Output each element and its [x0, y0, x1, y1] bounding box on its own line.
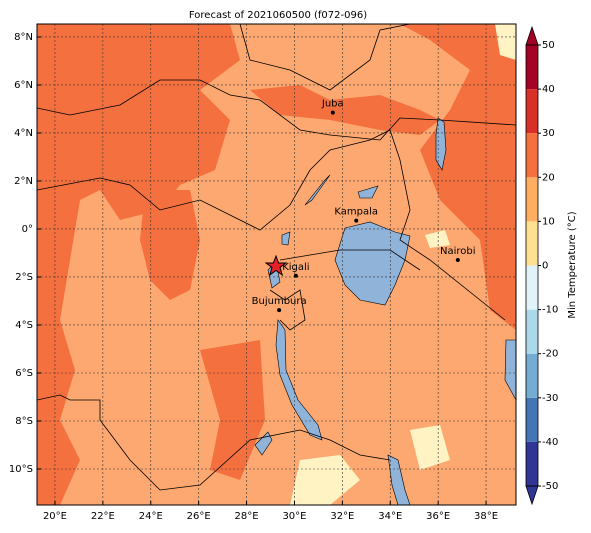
x-tick-label: 36°E	[426, 511, 450, 522]
lake-edward	[281, 231, 291, 246]
y-tick-label: 0°	[22, 224, 33, 235]
colorbar-segment	[526, 441, 538, 486]
city-dot	[330, 110, 335, 115]
warm-region	[140, 190, 200, 300]
x-tick-label: 20°E	[43, 511, 67, 522]
colorbar-segment	[526, 133, 538, 178]
border	[269, 289, 306, 331]
colorbar-tick-label: -10	[542, 305, 558, 316]
city-label: Kampala	[334, 207, 378, 218]
y-tick-label: 10°S	[9, 464, 33, 475]
y-tick-label: 8°S	[15, 416, 33, 427]
x-tick-label: 22°E	[91, 511, 115, 522]
colorbar-label: Min Temperature (°C)	[567, 211, 578, 318]
city-label: Bujumbura	[252, 296, 307, 307]
colorbar-tick-label: 20	[542, 172, 555, 183]
colorbar-segment	[526, 265, 538, 310]
colorbar-extend-top	[525, 25, 539, 46]
colorbar-segment	[526, 397, 538, 442]
city-dot	[455, 257, 460, 262]
city-label: Kigali	[282, 262, 309, 273]
x-tick-label: 34°E	[378, 511, 402, 522]
city-dot	[293, 273, 298, 278]
colorbar-extend-bottom	[525, 485, 539, 506]
colorbar-tick-label: 0	[542, 261, 548, 272]
warm-region	[250, 85, 440, 135]
border	[239, 24, 411, 91]
y-tick-label: 6°N	[14, 80, 33, 91]
map-area	[37, 24, 516, 505]
warm-region	[200, 340, 265, 480]
colorbar-tick-label: 50	[542, 40, 555, 51]
lake-tanganyika	[275, 319, 323, 441]
y-tick-label: 4°N	[14, 128, 33, 139]
colorbar-segment	[526, 221, 538, 266]
lake-mweru	[254, 431, 273, 456]
border	[37, 129, 506, 321]
map-title: Forecast of 2021060500 (f072-096)	[189, 10, 367, 21]
lake-victoria	[334, 221, 411, 306]
colorbar: 50 40 30 20 10 0 -10 -20 -30 -40 -50	[525, 25, 558, 506]
x-tick-label: 28°E	[235, 511, 259, 522]
colorbar-segment	[526, 309, 538, 354]
border	[279, 249, 421, 271]
lake-albert	[304, 174, 331, 206]
map-frame	[36, 23, 517, 506]
lake-kyoga	[357, 185, 379, 199]
cool-region	[410, 425, 450, 470]
x-tick-label: 32°E	[330, 511, 354, 522]
city-dot	[354, 218, 359, 223]
city-label: Juba	[321, 99, 344, 110]
x-tick-label: 38°E	[474, 511, 498, 522]
y-tick-label: 6°S	[15, 368, 33, 379]
lake-turkana	[435, 117, 447, 171]
y-tick-label: 8°N	[14, 32, 33, 43]
colorbar-tick-label: 40	[542, 84, 555, 95]
city-dot	[277, 308, 282, 313]
warm-region	[37, 24, 240, 505]
x-tick-label: 24°E	[139, 511, 163, 522]
y-tick-label: 2°S	[15, 272, 33, 283]
colorbar-tick-label: 30	[542, 128, 555, 139]
colorbar-tick-label: -20	[542, 349, 558, 360]
forecast-location-star	[264, 254, 288, 277]
coast-water	[504, 339, 516, 401]
cool-region	[495, 24, 516, 60]
colorbar-tick-label: -50	[542, 481, 558, 492]
border	[37, 394, 391, 491]
y-tick-label: 2°N	[14, 176, 33, 187]
warm-region	[400, 24, 516, 330]
y-tick-label: 4°S	[15, 320, 33, 331]
x-tick-label: 30°E	[282, 511, 306, 522]
x-tick-label: 26°E	[187, 511, 211, 522]
colorbar-tick-label: -40	[542, 437, 558, 448]
colorbar-segment	[526, 89, 538, 134]
colorbar-segment	[526, 45, 538, 90]
cool-region	[425, 230, 450, 248]
city-label: Nairobi	[440, 246, 476, 257]
border	[37, 79, 516, 141]
colorbar-tick-label: 10	[542, 216, 555, 227]
colorbar-tick-label: -30	[542, 393, 558, 404]
colorbar-segment	[526, 353, 538, 398]
colorbar-segment	[526, 177, 538, 222]
lake-malawi	[387, 454, 411, 505]
